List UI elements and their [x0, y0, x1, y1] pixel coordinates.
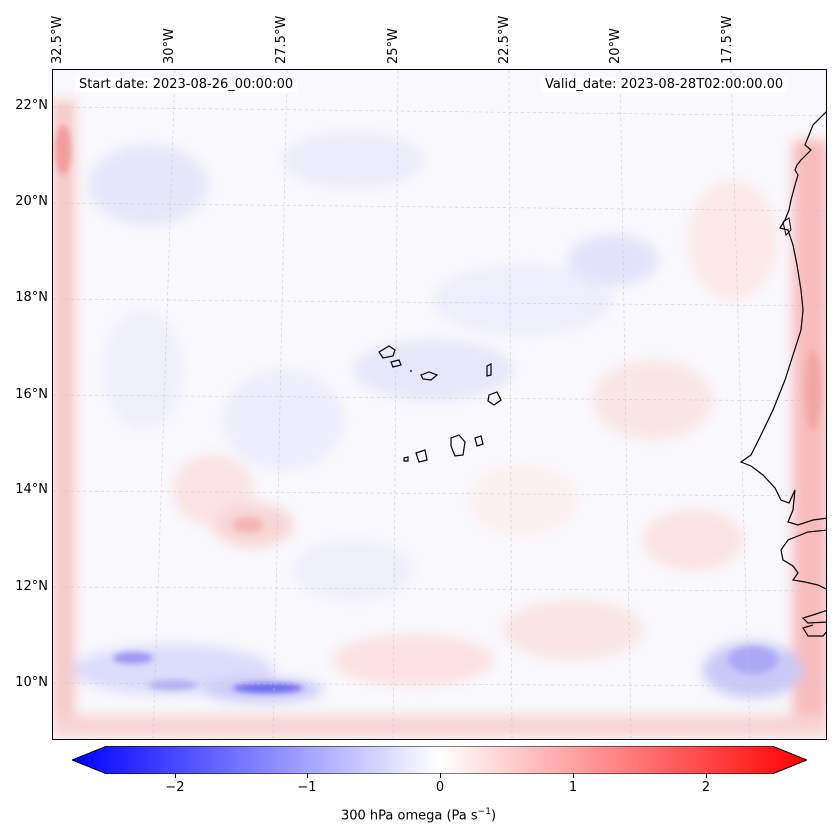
- lon-label-25w: 25°W: [386, 28, 401, 64]
- colorbar-label-neg2: −2: [165, 780, 185, 795]
- colorbar-tick-2: [706, 773, 707, 778]
- island-brava: [403, 456, 409, 462]
- colorbar-gradient: [70, 745, 809, 775]
- lon-label-22-5w: 22.5°W: [497, 15, 512, 64]
- colorbar-tick-1: [573, 773, 574, 778]
- map-plot-area: [52, 69, 827, 740]
- island-maio: [474, 435, 484, 447]
- island-santo-antao: [378, 345, 396, 359]
- island-boa-vista: [487, 391, 502, 406]
- lon-label-32-5w: 32.5°W: [50, 15, 65, 64]
- colorbar-label-2: 2: [701, 780, 711, 795]
- colorbar-title-sup: −1: [477, 807, 491, 817]
- colorbar-title-close: ): [490, 808, 497, 824]
- island-fogo: [415, 449, 428, 463]
- omega-field-patches: [53, 100, 826, 737]
- lat-label-20n: 20°N: [15, 194, 48, 209]
- island-sao-nicolau: [420, 371, 439, 381]
- lat-label-16n: 16°N: [15, 387, 48, 402]
- colorbar-tick-neg1: [307, 773, 308, 778]
- lon-label-30w: 30°W: [162, 28, 177, 64]
- lon-label-20w: 20°W: [608, 28, 623, 64]
- lat-label-22n: 22°N: [15, 98, 48, 113]
- colorbar: [70, 745, 809, 775]
- colorbar-title: 300 hPa omega (Pa s−1): [0, 807, 837, 823]
- lon-label-27-5w: 27.5°W: [274, 15, 289, 64]
- omega-field-map: [53, 70, 826, 739]
- omega-field-strong: [55, 125, 821, 693]
- colorbar-tick-neg2: [175, 773, 176, 778]
- colorbar-tick-0: [440, 773, 441, 778]
- start-date-label: Start date: 2023-08-26_00:00:00: [75, 77, 298, 92]
- islands: [378, 345, 502, 463]
- graticule: [53, 70, 826, 739]
- colorbar-label-0: 0: [435, 780, 445, 795]
- island-santiago: [450, 434, 466, 457]
- lat-label-12n: 12°N: [15, 579, 48, 594]
- valid-date-label: Valid_date: 2023-08-28T02:00:00.00: [541, 77, 788, 92]
- colorbar-label-neg1: −1: [297, 780, 317, 795]
- lon-label-17-5w: 17.5°W: [720, 15, 735, 64]
- lat-label-10n: 10°N: [15, 675, 48, 690]
- lat-label-14n: 14°N: [15, 482, 48, 497]
- island-sao-vicente: [390, 359, 402, 368]
- coast-detail: [782, 217, 792, 236]
- african-coastline: [739, 111, 826, 637]
- colorbar-title-main: 300 hPa omega (Pa s: [340, 808, 478, 824]
- island-sal: [486, 363, 492, 377]
- colorbar-label-1: 1: [568, 780, 578, 795]
- lat-label-18n: 18°N: [15, 290, 48, 305]
